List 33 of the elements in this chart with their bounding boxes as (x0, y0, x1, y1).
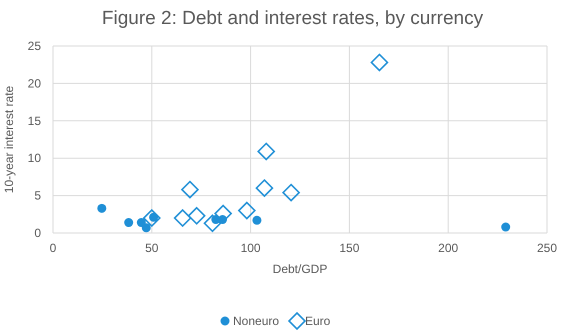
point (256, 179, 274, 197)
point (282, 184, 300, 202)
point (174, 209, 192, 227)
x-tick-label: 0 (50, 241, 57, 255)
point (501, 222, 510, 232)
x-tick-label: 200 (438, 241, 459, 255)
point (204, 214, 222, 232)
legend-label: Noneuro (233, 314, 280, 328)
point (97, 204, 106, 213)
point (370, 54, 388, 72)
legend-label: Euro (305, 314, 331, 328)
y-tick-label: 20 (28, 76, 42, 90)
y-tick-label: 5 (34, 188, 42, 203)
y-tick-label: 15 (28, 114, 42, 128)
x-axis-title: Debt/GDP (272, 262, 328, 276)
point (257, 142, 276, 160)
x-tick-label: 100 (240, 241, 261, 255)
point (181, 180, 199, 198)
point (238, 202, 256, 220)
point (142, 223, 151, 232)
point (143, 209, 161, 227)
point (252, 216, 262, 225)
y-axis-title: 10-year interest rate (2, 85, 16, 194)
y-tick-label: 0 (34, 226, 42, 240)
x-tick-label: 150 (339, 241, 360, 255)
point (188, 206, 206, 225)
y-tick-label: 10 (28, 151, 42, 166)
y-tick-label: 25 (28, 39, 42, 53)
x-tick-label: 50 (145, 241, 159, 255)
point (124, 218, 134, 228)
chart-title: Figure 2: Debt and interest rates, by currency (102, 8, 484, 29)
point (218, 215, 228, 224)
x-tick-label: 250 (536, 241, 558, 255)
